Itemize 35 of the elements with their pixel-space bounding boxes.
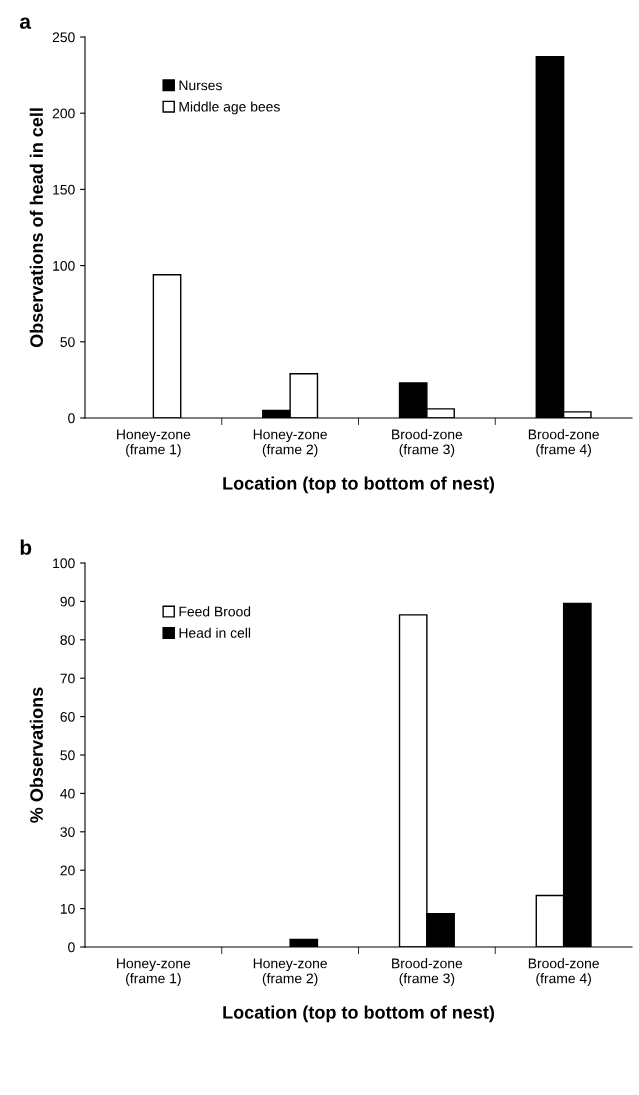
x-tick-label: Brood-zone (frame 3) (392, 958, 463, 987)
x-tick-label: Brood-zone (frame 4) (528, 429, 599, 458)
y-tick-label: 70 (60, 673, 75, 684)
x-tick-label: Brood-zone (frame 3) (392, 429, 463, 458)
y-tick-label: 80 (60, 635, 75, 645)
y-tick-label: 100 (53, 260, 75, 271)
y-tick-label: 50 (60, 337, 75, 347)
legend-label: Middle age bees (179, 101, 280, 115)
y-tick-label: 250 (52, 32, 75, 43)
x-tick-label: Honey-zone (frame 1) (117, 958, 191, 987)
legend-label: Nurses (179, 80, 222, 91)
y-tick-label: 50 (60, 750, 75, 761)
x-tick-label: Honey-zone (frame 1) (117, 429, 191, 458)
x-axis-title: Location (top to bottom of nest) (223, 1005, 495, 1023)
x-tick-label: Brood-zone (frame 4) (528, 958, 599, 987)
chart-title: a (19, 17, 32, 29)
y-tick-label: 60 (60, 711, 75, 722)
y-tick-label: 150 (53, 184, 75, 195)
x-tick-label: Honey-zone (frame 2) (253, 429, 327, 458)
y-tick-label: 40 (60, 788, 75, 799)
y-tick-label: 0 (68, 413, 75, 424)
chart-title: b (20, 539, 32, 555)
y-tick-label: 20 (60, 865, 75, 876)
y-tick-label: 100 (53, 558, 75, 569)
y-axis-title: % Observations (29, 687, 43, 823)
y-tick-label: 0 (68, 942, 75, 953)
y-axis-title: Observations of head in cell (29, 108, 43, 348)
y-tick-label: 30 (60, 827, 75, 837)
y-tick-label: 90 (60, 596, 75, 607)
x-axis-title: Location (top to bottom of nest) (223, 476, 495, 494)
legend-label: Feed Brood (179, 606, 251, 617)
legend-label: Head in cell (179, 627, 251, 638)
y-tick-label: 200 (52, 108, 75, 119)
y-tick-label: 10 (60, 903, 75, 914)
x-tick-label: Honey-zone (frame 2) (253, 958, 327, 987)
